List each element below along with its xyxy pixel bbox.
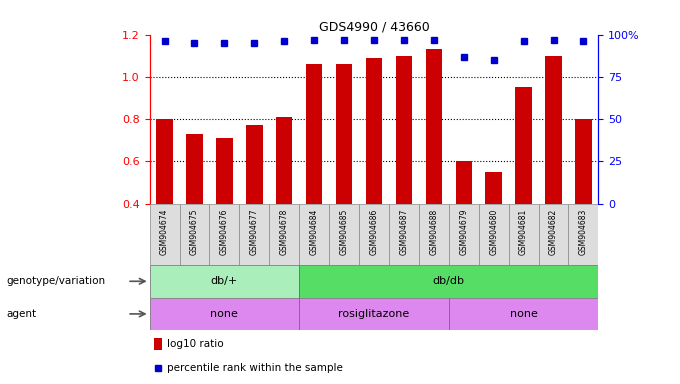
Bar (154, 338, 162, 350)
Bar (366, 58, 382, 204)
Bar (216, 138, 233, 204)
Bar (509, 204, 539, 265)
Bar (456, 161, 472, 204)
Bar (306, 64, 322, 204)
Bar (539, 204, 568, 265)
Bar (336, 64, 352, 204)
Bar (486, 172, 502, 204)
Bar (299, 204, 329, 265)
Text: log10 ratio: log10 ratio (167, 339, 223, 349)
Text: GSM904686: GSM904686 (369, 209, 379, 255)
Text: GSM904675: GSM904675 (190, 209, 199, 255)
Bar (150, 265, 299, 298)
Bar (426, 49, 442, 204)
Bar (479, 204, 509, 265)
Bar (150, 204, 180, 265)
Bar (515, 87, 532, 204)
Bar (449, 298, 598, 330)
Bar (389, 204, 419, 265)
Text: GSM904677: GSM904677 (250, 209, 259, 255)
Bar (299, 265, 598, 298)
Title: GDS4990 / 43660: GDS4990 / 43660 (319, 20, 429, 33)
Text: GSM904674: GSM904674 (160, 209, 169, 255)
Text: db/db: db/db (432, 276, 465, 286)
Bar (180, 204, 209, 265)
Bar (186, 134, 203, 204)
Text: GSM904676: GSM904676 (220, 209, 229, 255)
Text: GSM904688: GSM904688 (429, 209, 439, 255)
Text: GSM904684: GSM904684 (309, 209, 319, 255)
Bar (150, 298, 299, 330)
Bar (329, 204, 359, 265)
Text: GSM904682: GSM904682 (549, 209, 558, 255)
Text: GSM904679: GSM904679 (459, 209, 469, 255)
Text: none: none (211, 309, 238, 319)
Text: agent: agent (7, 309, 37, 319)
Text: genotype/variation: genotype/variation (7, 276, 106, 286)
Text: GSM904680: GSM904680 (489, 209, 498, 255)
Bar (568, 204, 598, 265)
Bar (269, 204, 299, 265)
Text: GSM904683: GSM904683 (579, 209, 588, 255)
Bar (575, 119, 592, 204)
Bar (396, 56, 412, 204)
Text: GSM904685: GSM904685 (339, 209, 349, 255)
Bar (246, 125, 262, 204)
Bar (209, 204, 239, 265)
Bar (359, 204, 389, 265)
Bar (299, 298, 449, 330)
Text: GSM904678: GSM904678 (279, 209, 289, 255)
Bar (276, 117, 292, 204)
Text: percentile rank within the sample: percentile rank within the sample (167, 362, 343, 373)
Text: GSM904681: GSM904681 (519, 209, 528, 255)
Bar (239, 204, 269, 265)
Text: rosiglitazone: rosiglitazone (339, 309, 409, 319)
Text: none: none (510, 309, 537, 319)
Bar (156, 119, 173, 204)
Bar (545, 56, 562, 204)
Bar (449, 204, 479, 265)
Text: db/+: db/+ (211, 276, 238, 286)
Bar (419, 204, 449, 265)
Text: GSM904687: GSM904687 (399, 209, 409, 255)
